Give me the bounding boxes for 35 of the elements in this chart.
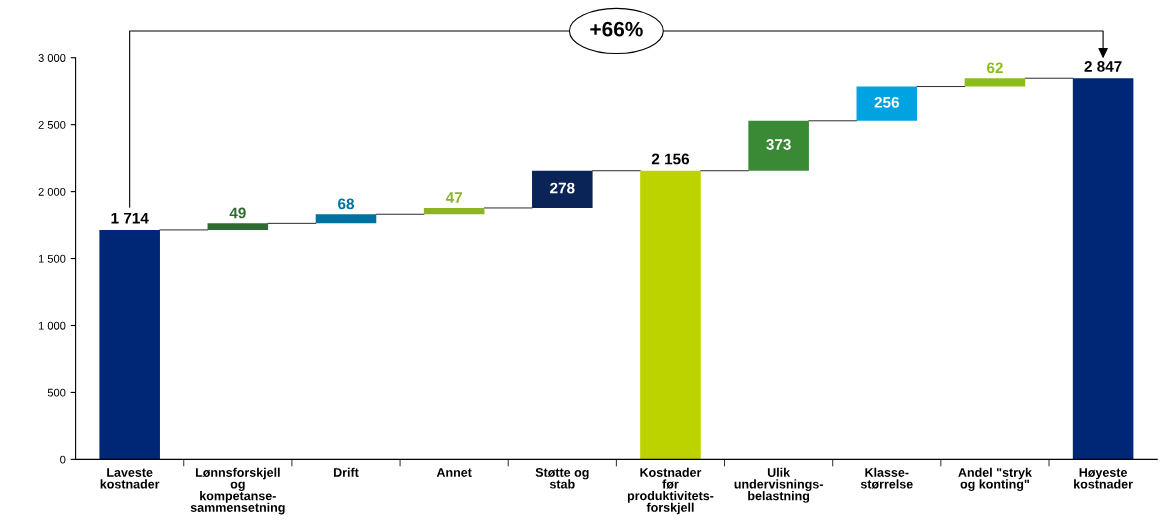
data-label: 278	[550, 182, 575, 194]
bar	[99, 229, 160, 460]
data-label: 1 714	[111, 212, 149, 224]
x-tick-label: Drift	[333, 467, 359, 477]
x-tick-label: Kostnader før produktivitets-forskjell	[627, 467, 714, 515]
x-tick-label: Lønnsforskjell og kompetanse-sammensetning	[190, 467, 285, 515]
y-tick-label: 2 000	[38, 187, 66, 196]
y-tick-label: 0	[60, 455, 66, 464]
x-tick-label: Ulik undervisnings-belastning	[734, 467, 823, 503]
data-label: 256	[874, 96, 899, 108]
y-tick-label: 2 500	[38, 120, 66, 129]
bar	[1072, 78, 1134, 460]
bar	[640, 170, 701, 460]
x-tick-label: Høyeste kostnader	[1074, 468, 1133, 489]
x-tick-label: Klasse-størrelse	[860, 467, 913, 489]
x-tick-label: Laveste kostnader	[100, 468, 160, 489]
y-tick-label: 1 000	[38, 321, 66, 330]
data-label: 68	[338, 198, 355, 210]
data-label: 2 156	[651, 153, 690, 165]
bar	[964, 78, 1026, 87]
text: +66%	[590, 21, 643, 37]
data-label: 373	[766, 139, 791, 150]
bar	[207, 223, 269, 230]
data-label: 62	[987, 62, 1003, 74]
x-tick-label: Annet	[436, 468, 472, 477]
x-tick-label: Andel "stryk og konting"	[958, 467, 1032, 492]
y-tick-label: 500	[47, 388, 66, 397]
y-tick-label: 1 500	[38, 254, 66, 263]
x-tick-label: Støtte og stab	[535, 467, 589, 489]
y-tick-label: 3 000	[38, 54, 66, 62]
bar	[315, 214, 377, 224]
bar	[423, 207, 485, 215]
data-label: 47	[445, 192, 462, 203]
data-label: 49	[229, 207, 246, 219]
data-label: 2 847	[1084, 61, 1122, 72]
